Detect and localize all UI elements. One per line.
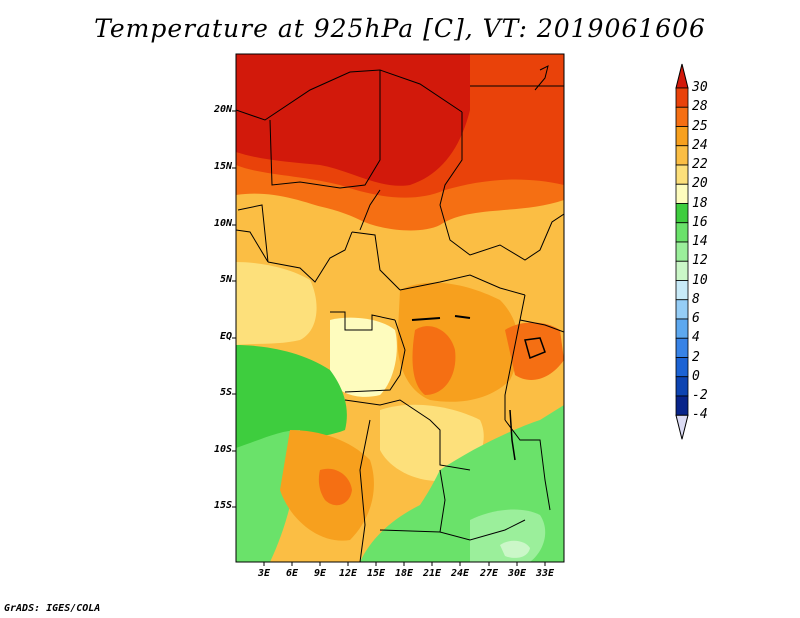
field-atlantic-16 [236,345,347,448]
lon-label: 15E [366,568,386,579]
lat-label: 5S [219,387,232,398]
border-tanzania [504,419,551,511]
colorbar-segment [675,395,689,416]
colorbar-under-arrow [675,414,689,440]
colorbar-label: 22 [692,157,708,172]
lon-label: 24E [450,568,470,579]
lat-label: 10N [213,218,232,229]
lon-label: 27E [479,568,499,579]
colorbar-segment [675,357,689,378]
colorbar-label: 18 [692,195,708,211]
colorbar-label: 10 [692,272,708,288]
lon-label: 12E [338,568,358,579]
border-niger [269,70,381,189]
map-title: Temperature at 925hPa [C], VT: 201906160… [94,14,706,43]
border-chad-sudan [439,112,463,206]
field-southeast-10 [500,540,530,558]
field-west-22 [236,193,354,266]
colorbar-segment [675,222,689,243]
lake-tanganyika [509,409,516,461]
border-angola-west [359,419,371,562]
lat-label: 10S [213,444,232,455]
field-atlantic-14 [236,430,300,562]
border-car-drc [399,274,526,296]
border-south-sudan [439,204,564,261]
colorbar-label: 8 [692,291,700,307]
country-borders [236,65,564,562]
river-congo [411,315,471,321]
lon-label: 6E [285,568,299,579]
colorbar-label: -2 [692,388,708,403]
colorbar-over-arrow [675,63,689,89]
colorbar-segment [675,183,689,204]
colorbar-label: 12 [692,253,708,269]
colorbar-label: 4 [692,330,700,346]
map-frame [235,53,565,563]
lon-label: 18E [394,568,414,579]
colorbar-segment [675,280,689,301]
colorbar-segment [675,260,689,281]
lon-label: 30E [507,568,527,579]
field-band-30 [236,54,470,186]
border-cameroon-car [351,231,401,291]
coast-ghana [236,229,269,263]
border-algeria-mali [236,69,381,121]
border-gabon-congo [330,311,396,331]
colorbar [675,63,689,440]
field-coast-20 [236,262,317,345]
colorbar-label: 6 [692,311,700,326]
border-nigeria-cameroon [267,231,353,283]
colorbar-label: 24 [692,137,708,153]
colorbar-segment [675,203,689,224]
field-east-25 [505,322,564,380]
colorbar-segment [675,164,689,185]
lat-label: 5N [219,274,232,285]
lat-label: 15S [213,500,232,511]
colorbar-segment [675,318,689,339]
colorbar-label: 0 [692,368,700,384]
colorbar-segment [675,337,689,358]
coast-redsea [534,65,549,91]
colorbar-segment [675,376,689,397]
lon-label: 9E [313,568,327,579]
colorbar-label: 2 [692,349,700,365]
field-central-25 [412,326,456,395]
border-chad-nigeria [359,189,381,231]
lon-label: 33E [535,568,555,579]
colorbar-segment [675,145,689,166]
temperature-field [236,54,564,562]
colorbar-label: 14 [692,234,708,249]
border-libya-niger [379,69,463,113]
lat-label: 15N [213,161,232,172]
field-congo-18 [330,317,397,397]
border-angola-drc [344,399,471,471]
colorbar-segment [675,241,689,262]
colorbar-segment [675,106,689,127]
lon-label: 3E [257,568,271,579]
lake-victoria [524,337,546,360]
colorbar-label: 16 [692,214,708,230]
border-namibia-zambia [379,519,526,541]
lat-label: 20N [213,104,232,115]
colorbar-segment [675,299,689,320]
colorbar-label: 28 [692,99,708,115]
colorbar-label: 30 [692,80,708,95]
lat-label: EQ [219,331,232,342]
colorbar-segment [675,87,689,108]
colorbar-label: -4 [692,407,708,423]
border-uganda [519,319,564,333]
border-benin [237,204,269,263]
colorbar-segment [675,126,689,147]
colorbar-label: 20 [692,176,708,192]
lon-label: 21E [422,568,442,579]
field-angola-25 [318,468,352,506]
credit-text: GrADS: IGES/COLA [4,603,101,614]
border-zambia [439,469,446,533]
border-congo-drc [344,319,406,393]
border-drc-east [504,294,526,420]
colorbar-label: 25 [692,118,708,134]
axis-ticks [232,110,546,566]
